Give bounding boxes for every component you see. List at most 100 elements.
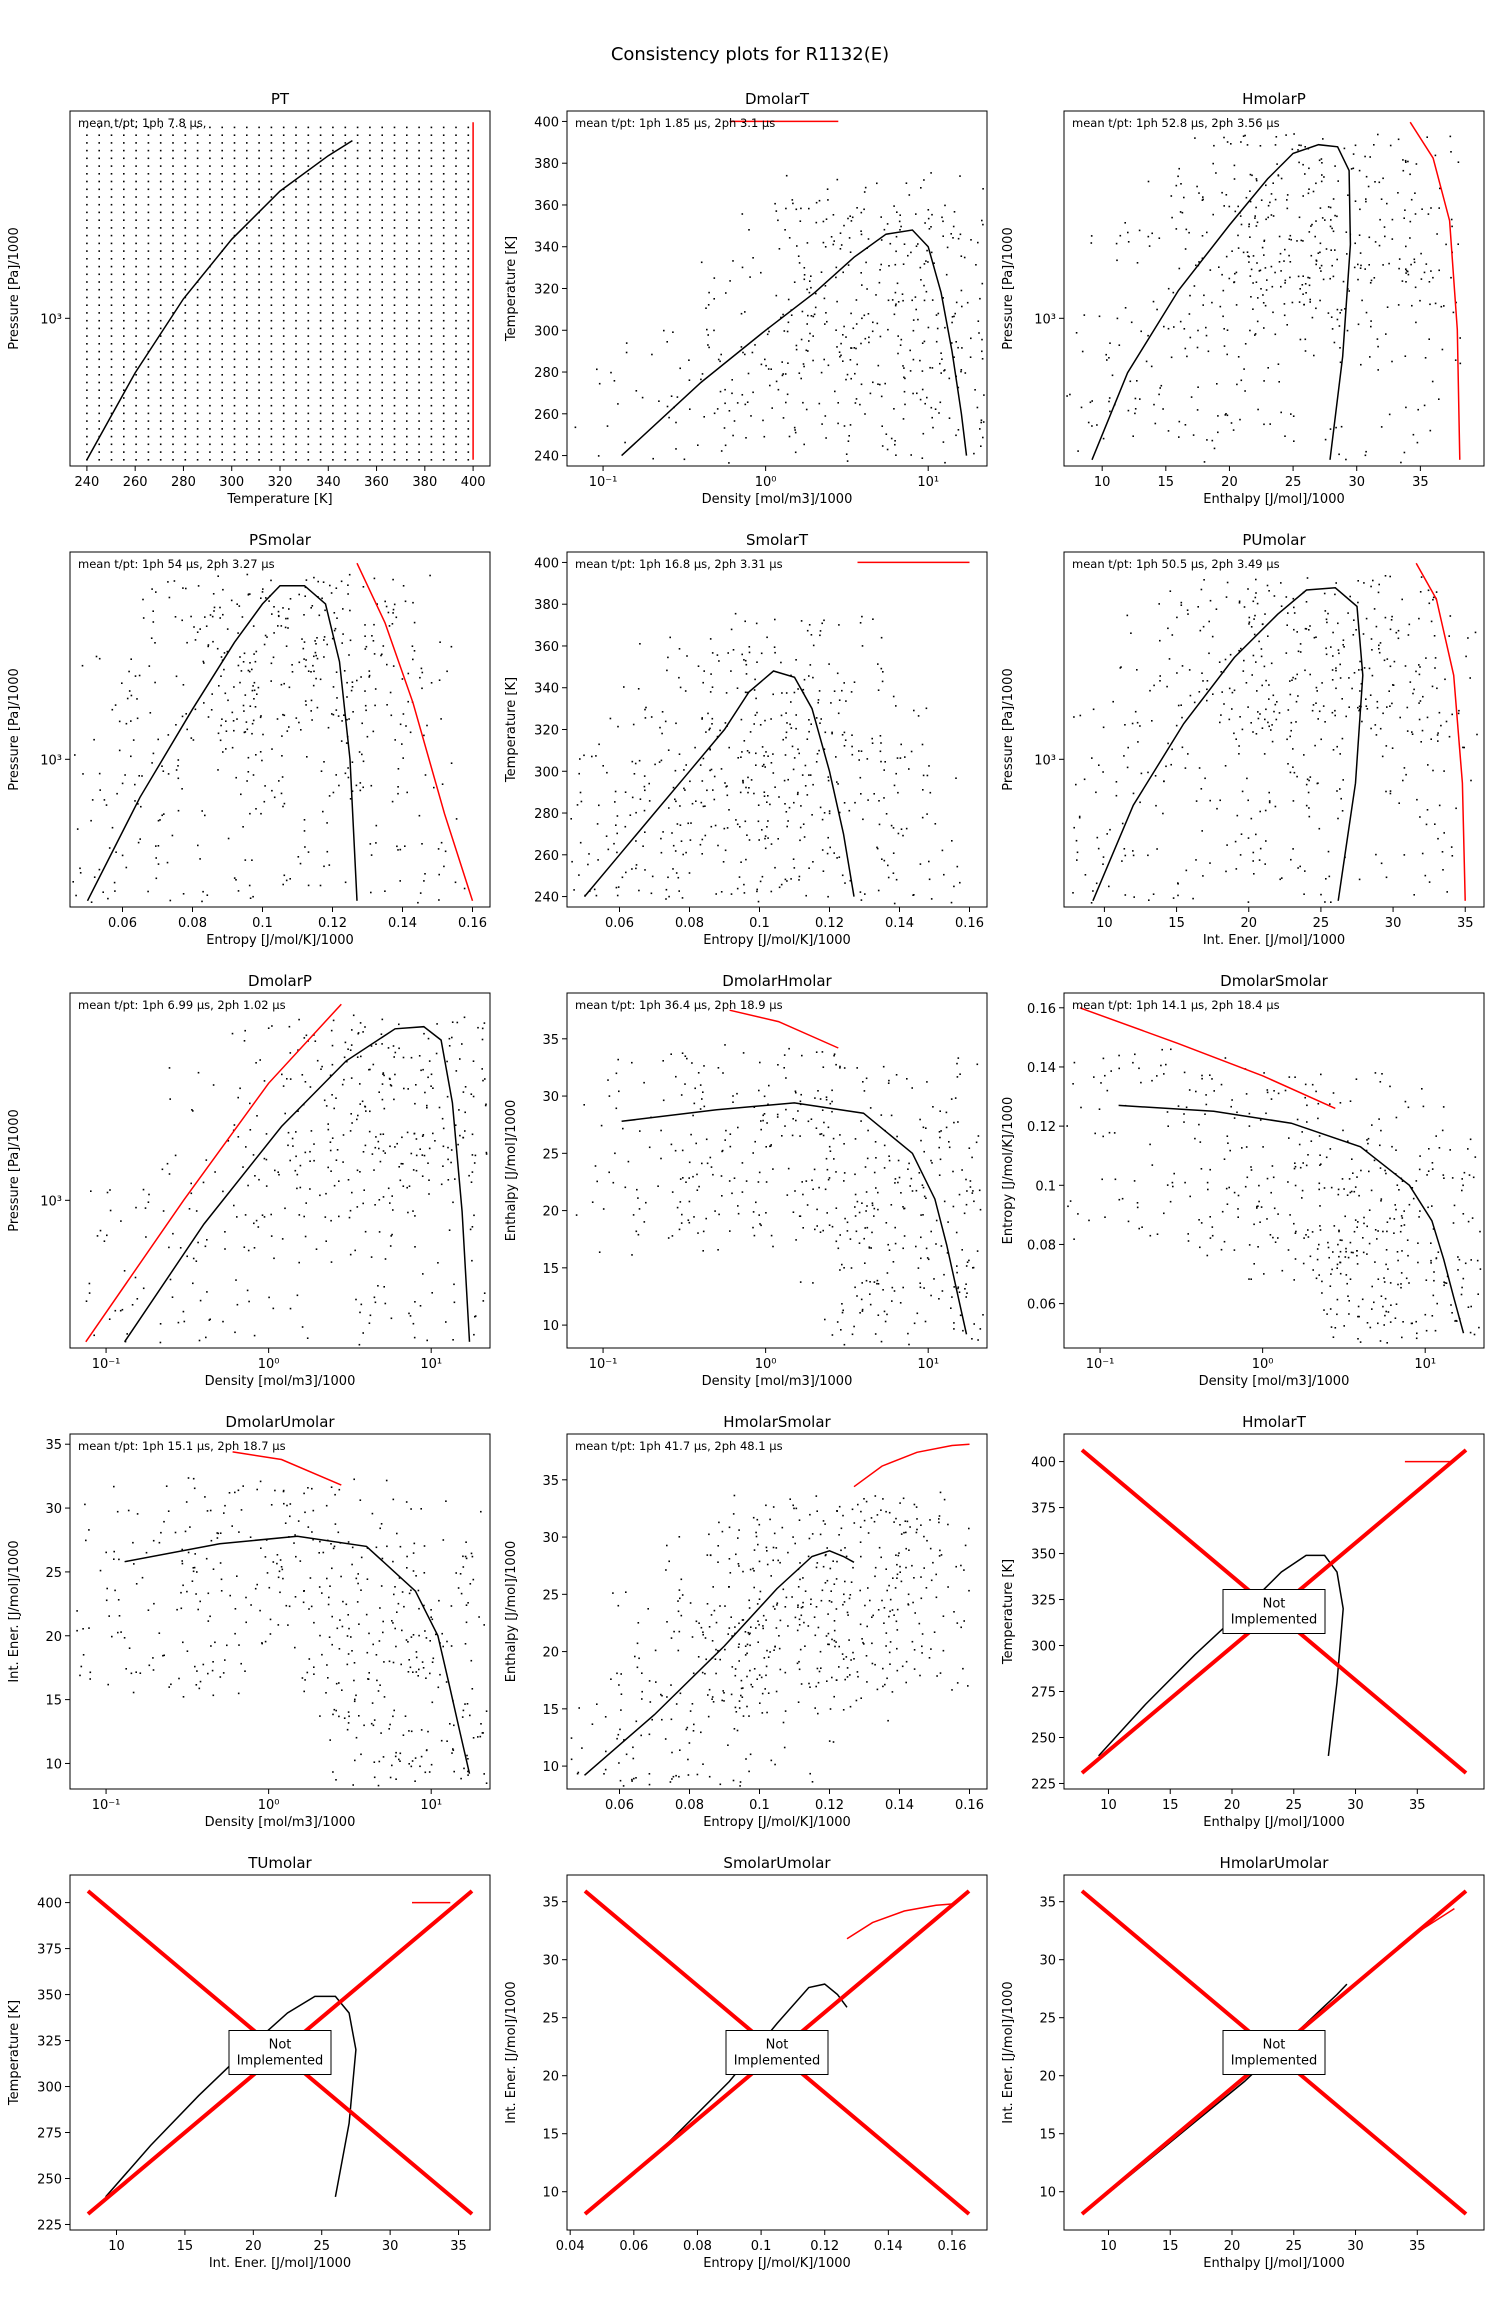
data-point (270, 188, 273, 191)
data-point (850, 220, 853, 222)
red-boundary-line (1415, 562, 1466, 901)
data-point (252, 774, 255, 776)
data-point (196, 234, 199, 237)
data-point (251, 722, 254, 725)
data-point (812, 1188, 814, 1190)
data-point (1226, 414, 1229, 417)
data-point (450, 645, 453, 648)
data-point (818, 749, 820, 752)
data-point (1436, 233, 1438, 235)
data-point (1427, 589, 1430, 592)
data-point (854, 402, 857, 404)
data-point (148, 665, 151, 667)
data-point (313, 1159, 315, 1162)
data-point (461, 1043, 463, 1045)
data-point (692, 1175, 694, 1178)
data-point (381, 397, 383, 399)
data-point (244, 731, 247, 733)
data-point (172, 420, 174, 422)
data-point (808, 207, 810, 210)
data-point (258, 288, 260, 291)
data-point (455, 227, 457, 229)
data-point (110, 397, 113, 399)
data-point (981, 219, 983, 222)
data-point (365, 645, 368, 648)
data-point (282, 265, 285, 268)
data-point (337, 715, 340, 717)
data-point (297, 856, 300, 858)
data-point (76, 828, 79, 830)
data-point (135, 304, 137, 306)
data-point (455, 397, 457, 399)
data-point (689, 780, 691, 783)
data-point (863, 1090, 866, 1092)
data-point (1293, 628, 1295, 631)
data-point (263, 1157, 266, 1160)
data-point (1228, 205, 1231, 208)
data-point (818, 199, 821, 202)
data-point (392, 608, 395, 611)
data-point (1403, 767, 1406, 769)
data-point (233, 335, 236, 337)
data-point (1159, 680, 1161, 682)
data-point (741, 266, 744, 269)
data-point (381, 219, 383, 221)
data-point (406, 304, 408, 306)
data-point (86, 142, 88, 144)
data-point (309, 1086, 312, 1088)
data-point (110, 250, 113, 252)
data-point (344, 772, 347, 775)
data-point (429, 574, 431, 577)
data-point (110, 428, 113, 430)
timing-annotation: mean t/pt: 1ph 54 μs, 2ph 3.27 μs (78, 557, 275, 571)
data-point (898, 220, 901, 223)
data-point (614, 801, 616, 803)
data-point (336, 1149, 339, 1151)
data-point (273, 632, 275, 634)
data-point (447, 1146, 449, 1149)
data-point (418, 312, 420, 314)
data-point (1096, 836, 1099, 839)
data-point (913, 894, 915, 896)
data-point (1353, 266, 1356, 269)
data-point (1244, 390, 1246, 392)
data-point (1291, 148, 1294, 151)
data-point (1255, 833, 1257, 836)
data-point (406, 296, 408, 299)
data-point (418, 288, 420, 291)
data-point (868, 341, 870, 344)
data-point (1247, 799, 1249, 802)
data-point (221, 296, 223, 299)
x-tick-label: 15 (1158, 475, 1175, 490)
data-point (316, 706, 319, 709)
data-point (246, 404, 248, 407)
data-point (114, 1309, 117, 1312)
data-point (427, 1037, 430, 1040)
data-point (307, 296, 310, 299)
data-point (729, 1230, 731, 1232)
data-point (307, 142, 310, 144)
data-point (373, 653, 376, 655)
data-point (695, 800, 697, 802)
data-point (233, 420, 236, 422)
data-point (903, 367, 905, 369)
data-point (270, 343, 273, 345)
data-point (699, 764, 702, 766)
y-tick-label: 10³ (1034, 312, 1056, 327)
data-point (258, 389, 260, 391)
data-point (1263, 239, 1266, 242)
data-point (86, 180, 88, 183)
data-point (1425, 657, 1427, 659)
data-point (415, 1169, 418, 1172)
data-point (86, 304, 88, 306)
data-point (1206, 680, 1209, 682)
data-point (348, 718, 350, 720)
data-point (1289, 276, 1291, 279)
data-point (1261, 727, 1264, 729)
data-point (135, 258, 137, 260)
data-point (598, 1251, 601, 1253)
data-point (801, 310, 804, 313)
data-point (209, 343, 211, 345)
data-point (774, 651, 776, 654)
